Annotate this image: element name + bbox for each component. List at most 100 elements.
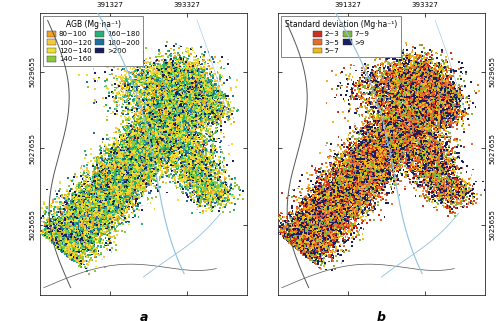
Point	[378, 104, 386, 109]
Point	[120, 188, 128, 193]
Point	[103, 166, 111, 171]
Point	[442, 87, 450, 92]
Point	[172, 90, 180, 95]
Point	[148, 70, 156, 75]
Point	[205, 110, 213, 115]
Point	[54, 242, 62, 247]
Point	[438, 85, 446, 90]
Point	[50, 240, 58, 245]
Point	[434, 120, 442, 126]
Point	[66, 230, 74, 235]
Point	[152, 72, 160, 77]
Point	[280, 214, 288, 220]
Point	[104, 192, 112, 197]
Point	[156, 105, 164, 110]
Point	[383, 128, 391, 133]
Point	[75, 213, 83, 218]
Point	[174, 139, 182, 144]
Point	[208, 84, 216, 90]
Point	[286, 232, 294, 237]
Point	[197, 44, 205, 49]
Point	[198, 90, 206, 95]
Point	[390, 155, 398, 160]
Point	[136, 160, 144, 165]
Point	[370, 138, 378, 143]
Point	[348, 172, 356, 177]
Point	[157, 111, 165, 116]
Point	[201, 110, 209, 115]
Point	[199, 85, 207, 90]
Point	[433, 95, 441, 100]
Point	[290, 241, 298, 247]
Point	[396, 81, 404, 86]
Point	[358, 175, 366, 180]
Point	[72, 213, 80, 219]
Point	[358, 164, 366, 169]
Point	[412, 100, 420, 105]
Point	[396, 126, 404, 132]
Point	[144, 71, 152, 76]
Point	[188, 94, 196, 99]
Point	[458, 109, 466, 114]
Point	[406, 104, 414, 109]
Point	[406, 80, 414, 85]
Point	[106, 189, 114, 195]
Point	[364, 143, 372, 148]
Point	[432, 92, 440, 97]
Point	[76, 235, 84, 240]
Point	[150, 131, 158, 136]
Point	[94, 222, 102, 228]
Point	[418, 83, 426, 89]
Point	[190, 132, 198, 137]
Point	[297, 239, 305, 245]
Point	[114, 161, 122, 166]
Point	[288, 237, 296, 242]
Point	[170, 109, 178, 115]
Point	[149, 88, 157, 93]
Point	[290, 233, 298, 238]
Point	[423, 88, 431, 93]
Point	[361, 195, 369, 200]
Point	[336, 188, 344, 193]
Point	[182, 82, 190, 87]
Point	[181, 172, 189, 178]
Point	[440, 133, 448, 138]
Point	[368, 75, 376, 81]
Point	[393, 104, 401, 109]
Point	[317, 194, 325, 199]
Point	[312, 212, 320, 217]
Point	[192, 103, 200, 108]
Point	[405, 138, 413, 143]
Point	[142, 141, 150, 146]
Point	[159, 70, 167, 75]
Point	[414, 60, 422, 65]
Point	[422, 106, 430, 111]
Point	[188, 105, 196, 110]
Point	[121, 204, 129, 209]
Point	[377, 122, 385, 127]
Point	[300, 230, 308, 235]
Point	[384, 108, 392, 113]
Point	[128, 190, 136, 195]
Point	[158, 109, 166, 115]
Point	[398, 82, 406, 87]
Point	[170, 135, 178, 140]
Point	[414, 155, 422, 160]
Point	[335, 156, 343, 161]
Point	[422, 113, 430, 118]
Point	[168, 105, 176, 110]
Point	[199, 57, 207, 62]
Point	[444, 94, 452, 100]
Point	[393, 137, 401, 142]
Point	[168, 116, 176, 121]
Point	[180, 152, 188, 157]
Point	[102, 163, 110, 169]
Point	[154, 83, 162, 88]
Point	[170, 89, 178, 94]
Point	[376, 65, 384, 70]
Point	[426, 108, 434, 113]
Point	[195, 109, 203, 114]
Point	[370, 150, 378, 155]
Point	[106, 228, 114, 233]
Point	[114, 178, 122, 183]
